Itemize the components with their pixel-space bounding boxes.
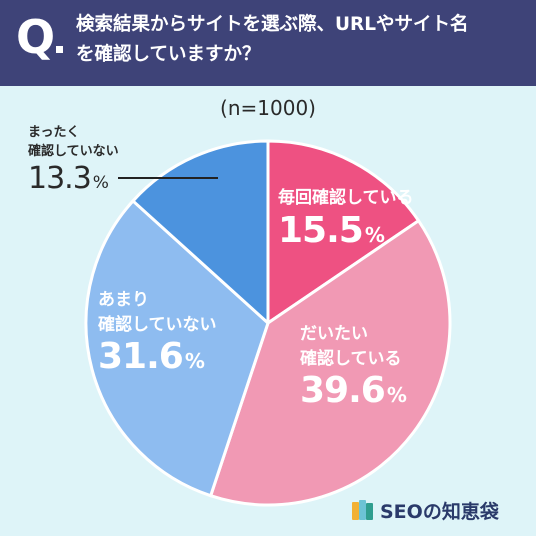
slice-value-label: 39.6%	[300, 370, 407, 412]
slice-value-label: 31.6%	[98, 337, 217, 377]
question-header: Q 検索結果からサイトを選ぶ際、URLやサイト名 を確認していますか？	[0, 0, 536, 86]
brand-logo-icon	[352, 499, 374, 521]
brand: SEOの知恵袋	[352, 496, 499, 524]
slice-label-2: だいたい確認している 39.6%	[300, 322, 407, 412]
slice-value-number: 15.5	[278, 209, 364, 251]
pie-slice-3	[84, 199, 270, 498]
question-mark-dot	[56, 46, 63, 53]
slice-label-3: あまり確認していない 31.6%	[98, 288, 217, 377]
slice-category-label: 確認している	[300, 348, 402, 369]
slice-category-label: 確認していない	[98, 314, 217, 335]
slice-category-label: 毎回確認している	[278, 188, 414, 208]
brand-name: SEOの知恵袋	[380, 500, 499, 523]
slice-category-label: 確認していない	[28, 143, 119, 159]
slice-category-label: まったく	[28, 125, 80, 140]
question-mark: Q	[16, 10, 56, 64]
slice-label-4: まったく 確認していない 13.3%	[28, 124, 119, 195]
slice-value-label: 13.3%	[28, 162, 119, 195]
question-text: 検索結果からサイトを選ぶ際、URLやサイト名 を確認していますか？	[76, 10, 526, 70]
question-line-1: 検索結果からサイトを選ぶ際、URLやサイト名	[76, 14, 469, 35]
pie-slice-1	[266, 139, 421, 325]
sample-size: (n=1000)	[220, 96, 316, 120]
pie-slice-4	[131, 139, 270, 325]
slice-value-unit: %	[386, 383, 407, 408]
slice-value-unit: %	[184, 349, 205, 374]
slice-label-1: 毎回確認している 15.5%	[278, 186, 414, 250]
slice-value-number: 39.6	[300, 370, 386, 412]
slice-value-unit: %	[92, 172, 109, 193]
slice-value-label: 15.5%	[278, 209, 414, 251]
slice-value-number: 13.3	[28, 160, 92, 196]
slice-value-unit: %	[364, 222, 385, 247]
slice-value-number: 31.6	[98, 336, 184, 378]
slice-category-label: あまり	[98, 290, 149, 310]
pie-slice-2	[209, 219, 452, 507]
question-line-2: を確認していますか？	[76, 44, 261, 65]
slice-category-label: だいたい	[300, 324, 368, 344]
